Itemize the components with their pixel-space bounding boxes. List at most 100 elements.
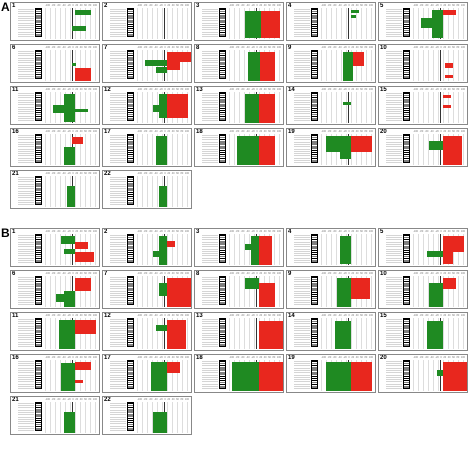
chromosome-number: 16 [12,355,19,361]
axis-tick-label: -80 [327,230,332,233]
axis-tick-label: 40 [171,230,175,233]
axis-tick-label: -60 [56,356,61,359]
gridlines [413,50,465,81]
loss-bar [326,135,351,153]
axis-tick-label: 0 [72,88,74,91]
axis-tick-label: 100 [276,230,281,233]
axis-tick-label: -80 [419,356,424,359]
axis-tick-label: -80 [327,356,332,359]
axis-tick-label: -80 [143,46,148,49]
gain-bar [74,319,97,335]
axis-tick-label: -100 [229,130,235,133]
chromosome-ideogram [311,318,318,347]
chromosome-number: 8 [196,45,200,51]
axis-tick-label: 0 [440,230,442,233]
axis-tick-label: 40 [263,88,267,91]
axis-tick-label: -20 [343,88,347,91]
axis-tick-label: 100 [92,46,97,49]
loss-bar [350,9,359,13]
gridlines [321,92,373,123]
axis-tick-label: -40 [154,88,158,91]
axis-tick-label: 20 [443,4,447,7]
axis-tick-label: 20 [167,88,171,91]
chromosome-plot-1: 1 -100 -80 -60 -40 -20 0 20 40 60 80 100 [10,2,100,41]
axis-tick-label: -20 [67,314,71,317]
axis-tick-label: -60 [56,314,61,317]
band-labels [386,319,402,347]
axis-tick-label: 60 [452,46,455,49]
loss-bar [342,51,354,82]
chromosome-ideogram [311,360,318,389]
chromosome-plot-2: 2 -100 -80 -60 -40 -20 0 20 40 60 80 100 [102,2,192,41]
axis-tick-label: -20 [67,356,71,359]
axis-tick-label: 40 [79,272,83,275]
chromosome-ideogram [127,134,134,163]
axis-tick-label: -20 [67,4,71,7]
chromosome-number: 8 [196,271,200,277]
gain-bar [261,10,281,39]
axis-tick-label: 60 [268,356,271,359]
axis-tick-label: 80 [364,88,368,91]
loss-bar [339,152,351,159]
axis-tick-label: 0 [440,314,442,317]
chromosome-plot-3: 3 -100 -80 -60 -40 -20 0 20 40 60 80 100 [194,2,284,41]
axis-tick-label: -20 [159,272,163,275]
axis-tick-label: -40 [62,314,66,317]
axis-tick-label: -80 [51,314,56,317]
axis-tick-label: -40 [62,130,66,133]
axis-tick-label: 60 [176,356,179,359]
axis-tick-label: -40 [430,314,434,317]
axis-tick-label: -20 [435,230,439,233]
axis-tick-label: 60 [176,272,179,275]
chromosome-ideogram [311,276,318,305]
axis-tick-label: -40 [62,398,66,401]
axis-tick-label: 20 [443,272,447,275]
axis-tick-label: 100 [276,130,281,133]
gain-bar [260,51,275,82]
axis-tick-label: 0 [72,4,74,7]
axis-tick-label: -20 [159,314,163,317]
axis-tick-label: 100 [184,398,189,401]
axis-tick-label: -40 [246,314,250,317]
axis-tick-label: -40 [246,356,250,359]
axis-tick-label: 0 [348,46,350,49]
axis-tick-label: 0 [164,88,166,91]
axis-tick-label: 40 [355,130,359,133]
axis-tick-label: 80 [456,230,460,233]
axis-tick-label: 100 [184,172,189,175]
axis-tick-label: -80 [143,4,148,7]
axis-tick-label: 100 [92,172,97,175]
axis-tick-label: 60 [268,314,271,317]
axis-tick-label: -100 [321,356,327,359]
axis-tick-label: 40 [447,356,451,359]
axis-tick-label: 60 [268,88,271,91]
axis-tick-label: -60 [424,46,429,49]
axis-tick-label: 40 [263,272,267,275]
loss-bar [245,277,259,290]
axis-tick-label: -60 [424,88,429,91]
axis-ticks: -100 -80 -60 -40 -20 0 20 40 60 80 100 [137,130,189,134]
axis-tick-label: -20 [67,230,71,233]
chromosome-plot-5: 5 -100 -80 -60 -40 -20 0 20 40 60 80 100 [378,228,468,267]
axis-tick-label: -80 [327,314,332,317]
band-labels [110,9,126,37]
chromosome-plot-11: 11 -100 -80 -60 -40 -20 0 20 40 60 80 100 [10,312,100,351]
axis-tick-label: -40 [154,4,158,7]
axis-tick-label: 20 [443,314,447,317]
axis-tick-label: 0 [440,272,442,275]
band-labels [110,51,126,79]
axis-tick-label: 40 [263,4,267,7]
chromosome-ideogram [127,234,134,263]
loss-bar [63,147,75,166]
axis-ticks: -100 -80 -60 -40 -20 0 20 40 60 80 100 [413,314,465,318]
axis-tick-label: -80 [327,130,332,133]
axis-tick-label: -60 [148,398,153,401]
band-labels [386,135,402,163]
loss-bar [153,250,159,258]
axis-ticks: -100 -80 -60 -40 -20 0 20 40 60 80 100 [137,356,189,360]
chromosome-number: 21 [12,171,19,177]
chromosome-number: 13 [196,313,203,319]
axis-tick-label: -60 [148,4,153,7]
axis-tick-label: -60 [56,130,61,133]
gain-bar [166,61,181,70]
